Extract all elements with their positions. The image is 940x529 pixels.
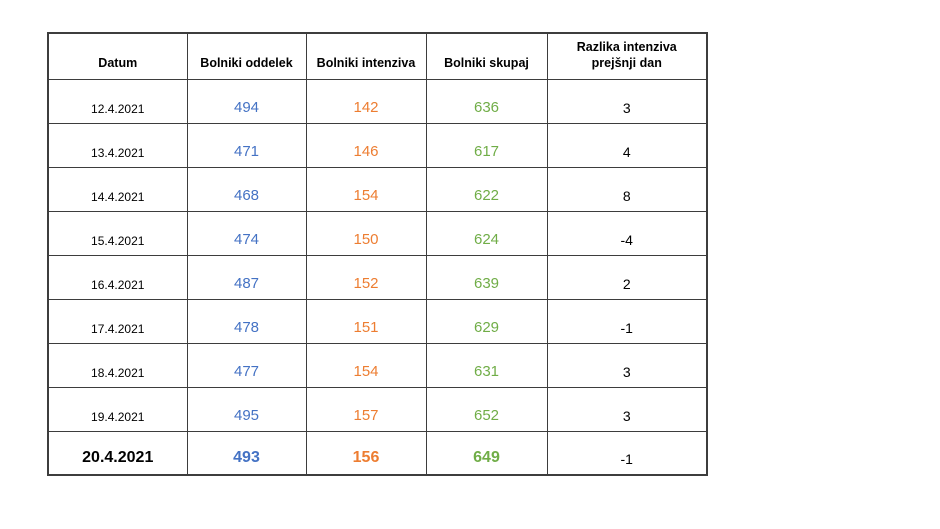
cell-oddelek: 493 — [186, 430, 307, 476]
table-row: 16.4.2021 487 152 639 2 — [47, 254, 708, 300]
table-row: 18.4.2021 477 154 631 3 — [47, 342, 708, 388]
cell-skupaj: 649 — [425, 430, 548, 476]
cell-intenziva: 151 — [305, 298, 427, 344]
cell-razlika: 8 — [546, 166, 708, 212]
cell-razlika: 2 — [546, 254, 708, 300]
table-row: 14.4.2021 468 154 622 8 — [47, 166, 708, 212]
cell-datum: 14.4.2021 — [47, 166, 188, 212]
cell-oddelek: 471 — [186, 122, 307, 168]
cell-oddelek: 487 — [186, 254, 307, 300]
cell-skupaj: 629 — [425, 298, 548, 344]
cell-intenziva: 146 — [305, 122, 427, 168]
cell-datum: 19.4.2021 — [47, 386, 188, 432]
cell-datum: 16.4.2021 — [47, 254, 188, 300]
cell-skupaj: 624 — [425, 210, 548, 256]
cell-skupaj: 631 — [425, 342, 548, 388]
patients-table-container: Datum Bolniki oddelek Bolniki intenziva … — [47, 32, 708, 476]
cell-datum: 15.4.2021 — [47, 210, 188, 256]
cell-intenziva: 152 — [305, 254, 427, 300]
header-bolniki-skupaj: Bolniki skupaj — [425, 32, 548, 80]
header-datum: Datum — [47, 32, 188, 80]
cell-intenziva: 156 — [305, 430, 427, 476]
header-razlika-intenziva: Razlika intenziva prejšnji dan — [546, 32, 708, 80]
cell-skupaj: 617 — [425, 122, 548, 168]
cell-intenziva: 142 — [305, 78, 427, 124]
cell-oddelek: 495 — [186, 386, 307, 432]
cell-razlika: 4 — [546, 122, 708, 168]
cell-razlika: -1 — [546, 298, 708, 344]
cell-datum: 18.4.2021 — [47, 342, 188, 388]
table-header: Datum Bolniki oddelek Bolniki intenziva … — [47, 32, 708, 80]
cell-razlika: 3 — [546, 386, 708, 432]
table-row: 13.4.2021 471 146 617 4 — [47, 122, 708, 168]
cell-datum: 12.4.2021 — [47, 78, 188, 124]
cell-razlika: 3 — [546, 78, 708, 124]
cell-intenziva: 150 — [305, 210, 427, 256]
table-row: 15.4.2021 474 150 624 -4 — [47, 210, 708, 256]
cell-oddelek: 468 — [186, 166, 307, 212]
table-row: 17.4.2021 478 151 629 -1 — [47, 298, 708, 344]
cell-oddelek: 478 — [186, 298, 307, 344]
cell-intenziva: 154 — [305, 342, 427, 388]
cell-datum: 20.4.2021 — [47, 430, 188, 476]
table-body: 12.4.2021 494 142 636 3 13.4.2021 471 146 617 4 14… — [47, 78, 708, 476]
cell-intenziva: 157 — [305, 386, 427, 432]
cell-oddelek: 494 — [186, 78, 307, 124]
cell-datum: 13.4.2021 — [47, 122, 188, 168]
table-row: 19.4.2021 495 157 652 3 — [47, 386, 708, 432]
cell-skupaj: 639 — [425, 254, 548, 300]
cell-razlika: -4 — [546, 210, 708, 256]
header-row: Datum Bolniki oddelek Bolniki intenziva … — [47, 32, 708, 80]
header-bolniki-intenziva: Bolniki intenziva — [305, 32, 427, 80]
cell-razlika: 3 — [546, 342, 708, 388]
cell-skupaj: 636 — [425, 78, 548, 124]
cell-intenziva: 154 — [305, 166, 427, 212]
cell-skupaj: 622 — [425, 166, 548, 212]
cell-skupaj: 652 — [425, 386, 548, 432]
cell-oddelek: 474 — [186, 210, 307, 256]
cell-oddelek: 477 — [186, 342, 307, 388]
table-row: 12.4.2021 494 142 636 3 — [47, 78, 708, 124]
header-bolniki-oddelek: Bolniki oddelek — [186, 32, 307, 80]
patients-table: Datum Bolniki oddelek Bolniki intenziva … — [47, 32, 708, 476]
cell-razlika: -1 — [546, 430, 708, 476]
cell-datum: 17.4.2021 — [47, 298, 188, 344]
table-row: 20.4.2021 493 156 649 -1 — [47, 430, 708, 476]
